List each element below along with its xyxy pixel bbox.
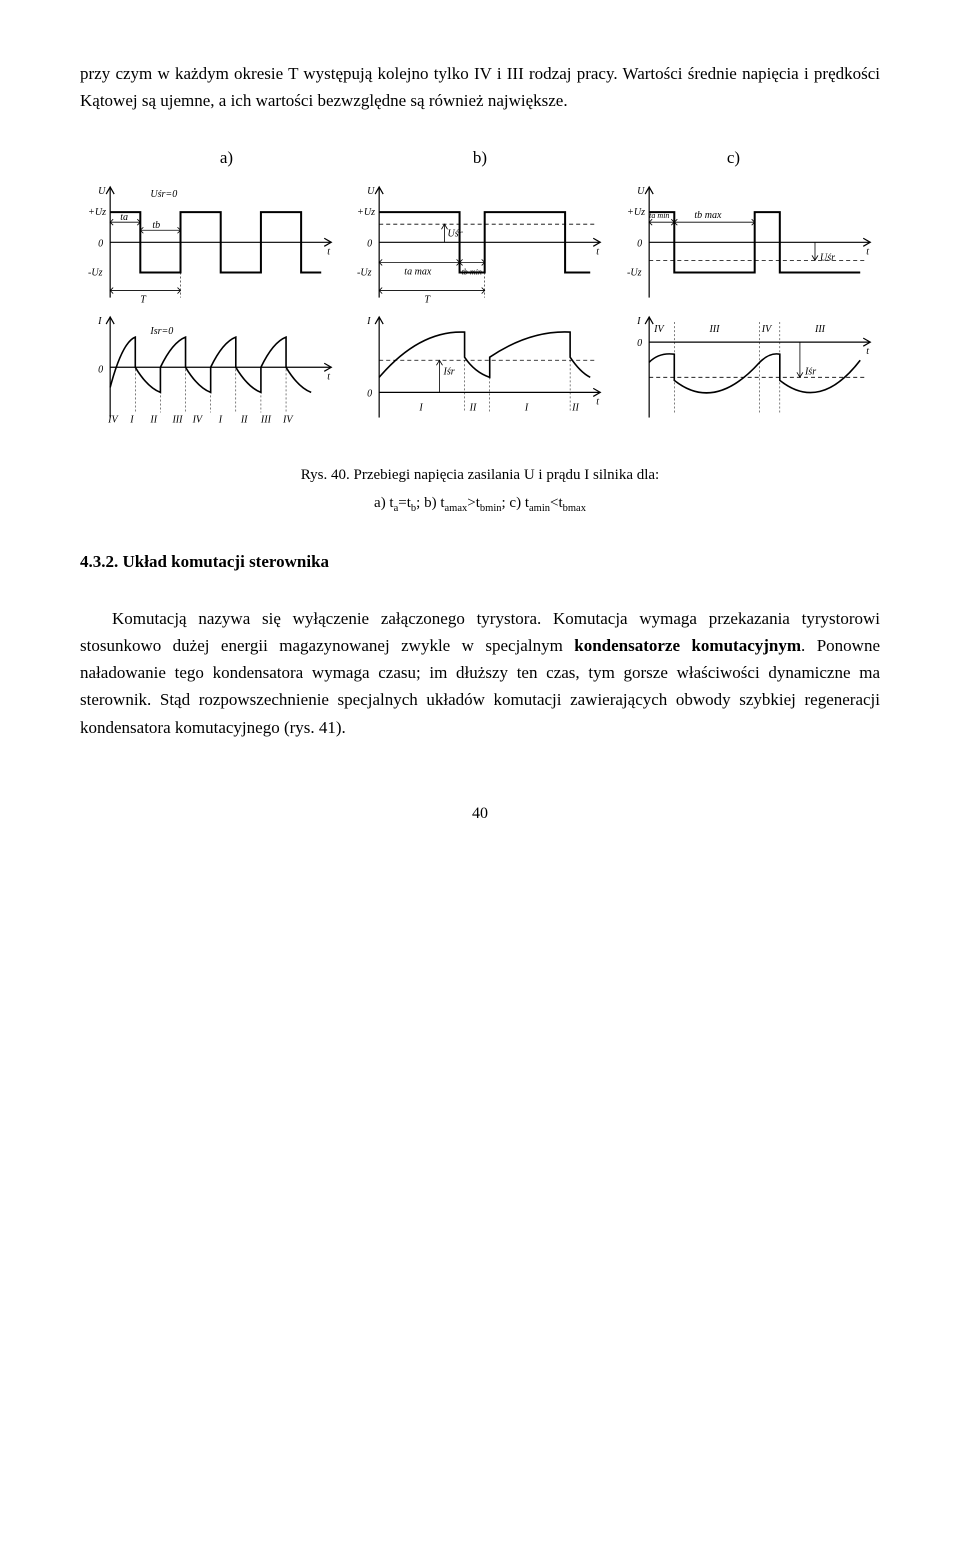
- svg-text:tb min: tb min: [462, 267, 482, 276]
- svg-text:t: t: [327, 372, 330, 383]
- figure-row-current: I 0 t Isr=0 IV I II III IV I II III IV: [80, 312, 880, 433]
- svg-text:II: II: [469, 403, 477, 414]
- para2-bold: kondensatorze komutacyjnym: [574, 636, 801, 655]
- figure-caption-sub: a) ta=tb; b) tamax>tbmin; c) tamin<tbmax: [80, 491, 880, 518]
- chart-c-current: I 0 t Iśr IV III IV III: [619, 312, 880, 433]
- svg-text:0: 0: [637, 338, 642, 349]
- cap-a-prefix: a) t: [374, 495, 394, 511]
- cap-c-mid: <t: [550, 495, 563, 511]
- svg-text:+Uz: +Uz: [357, 207, 375, 218]
- svg-text:0: 0: [637, 238, 642, 249]
- chart-a-voltage: U +Uz 0 -Uz t Uśr=0 ta tb T: [80, 182, 341, 313]
- svg-text:ta max: ta max: [405, 266, 433, 277]
- svg-text:Iśr: Iśr: [443, 367, 455, 378]
- cap-b-end: ; c) t: [502, 495, 530, 511]
- chart-a-current: I 0 t Isr=0 IV I II III IV I II III IV: [80, 312, 341, 433]
- svg-text:T: T: [140, 294, 147, 305]
- svg-text:Iśr: Iśr: [804, 367, 816, 378]
- svg-text:0: 0: [367, 238, 372, 249]
- figure-40: U +Uz 0 -Uz t Uśr=0 ta tb T: [80, 182, 880, 433]
- figure-row-voltage: U +Uz 0 -Uz t Uśr=0 ta tb T: [80, 182, 880, 313]
- svg-text:I: I: [524, 403, 529, 414]
- svg-text:-Uz: -Uz: [627, 267, 642, 278]
- page-number: 40: [80, 801, 880, 827]
- figure-labels-row: a) b) c): [100, 144, 860, 171]
- chart-b-voltage: U +Uz 0 -Uz t Uśr ta max tb min T: [349, 182, 610, 313]
- svg-text:t: t: [866, 246, 869, 257]
- chart-c-voltage: U +Uz 0 -Uz t Uśr ta min tb max: [619, 182, 880, 313]
- section-heading: 4.3.2. Układ komutacji sterownika: [80, 548, 880, 575]
- figure-label-a: a): [220, 144, 233, 171]
- figure-label-b: b): [473, 144, 487, 171]
- cap-b-sub2: bmin: [480, 503, 502, 514]
- paragraph-2: Komutacją nazywa się wyłączenie załączon…: [80, 605, 880, 741]
- svg-text:II: II: [240, 415, 248, 426]
- svg-text:IV: IV: [282, 415, 294, 426]
- cap-a-end: ; b) t: [416, 495, 444, 511]
- cap-b-mid: >t: [467, 495, 480, 511]
- svg-text:+Uz: +Uz: [88, 207, 106, 218]
- svg-text:tb max: tb max: [694, 210, 722, 221]
- svg-text:IV: IV: [107, 415, 119, 426]
- svg-text:III: III: [708, 324, 720, 335]
- svg-text:U: U: [637, 186, 645, 197]
- svg-text:I: I: [419, 403, 424, 414]
- svg-text:0: 0: [98, 238, 103, 249]
- svg-text:I: I: [366, 316, 371, 327]
- figure-label-c: c): [727, 144, 740, 171]
- svg-text:IV: IV: [192, 415, 204, 426]
- paragraph-1: przy czym w każdym okresie T występują k…: [80, 60, 880, 114]
- cap-c-sub1: amin: [529, 503, 550, 514]
- cap-b-sub1: amax: [445, 503, 468, 514]
- svg-text:ta min: ta min: [649, 211, 669, 220]
- svg-text:I: I: [97, 316, 102, 327]
- svg-text:II: II: [149, 415, 157, 426]
- svg-text:ta: ta: [120, 212, 128, 223]
- svg-text:T: T: [425, 294, 432, 305]
- svg-text:-Uz: -Uz: [357, 267, 372, 278]
- figure-caption-main: Rys. 40. Przebiegi napięcia zasilania U …: [80, 463, 880, 487]
- svg-text:t: t: [866, 346, 869, 357]
- svg-text:t: t: [597, 246, 600, 257]
- svg-text:0: 0: [98, 365, 103, 376]
- svg-text:t: t: [327, 246, 330, 257]
- svg-text:III: III: [260, 415, 272, 426]
- svg-text:U: U: [367, 186, 375, 197]
- svg-text:I: I: [218, 415, 223, 426]
- svg-text:Uśr=0: Uśr=0: [150, 189, 177, 200]
- svg-text:-Uz: -Uz: [88, 267, 103, 278]
- svg-text:III: III: [171, 415, 183, 426]
- svg-text:Isr=0: Isr=0: [149, 326, 173, 337]
- svg-text:IV: IV: [760, 324, 772, 335]
- svg-text:0: 0: [367, 389, 372, 400]
- svg-text:t: t: [597, 397, 600, 408]
- svg-text:I: I: [636, 316, 641, 327]
- svg-text:Uśr: Uśr: [820, 252, 835, 263]
- svg-text:III: III: [814, 324, 826, 335]
- cap-c-sub2: bmax: [563, 503, 586, 514]
- svg-text:U: U: [98, 186, 106, 197]
- chart-b-current: I 0 t Iśr I II I II: [349, 312, 610, 433]
- svg-text:Uśr: Uśr: [448, 228, 463, 239]
- figure-caption: Rys. 40. Przebiegi napięcia zasilania U …: [80, 463, 880, 518]
- cap-a-mid: =t: [398, 495, 411, 511]
- svg-text:IV: IV: [653, 324, 665, 335]
- svg-text:tb: tb: [152, 220, 160, 231]
- svg-text:+Uz: +Uz: [627, 207, 645, 218]
- svg-text:I: I: [129, 415, 134, 426]
- svg-text:II: II: [571, 403, 579, 414]
